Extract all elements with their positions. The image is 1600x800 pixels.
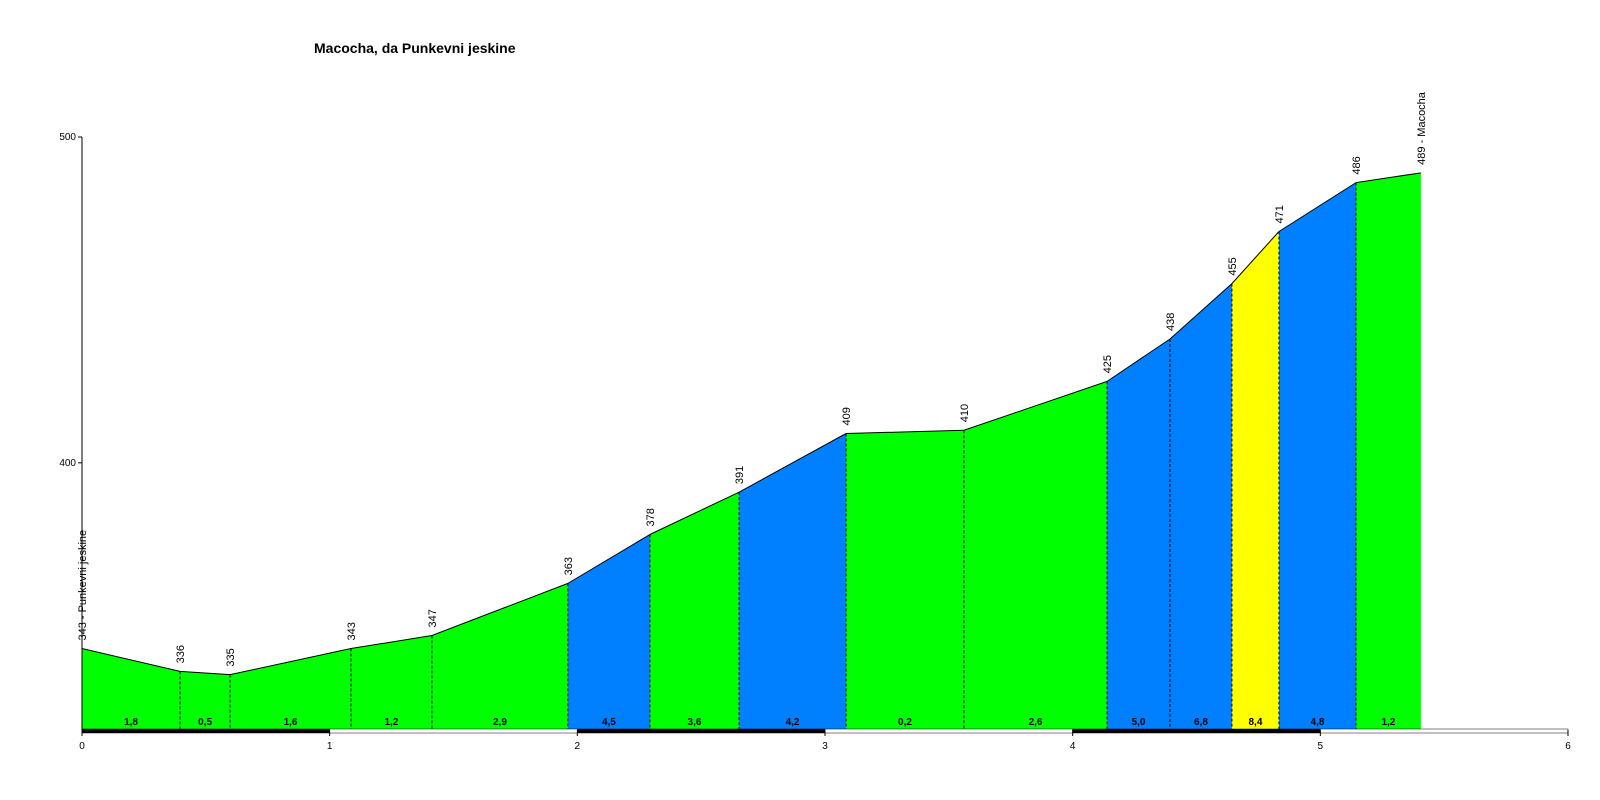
point-label: 336 bbox=[175, 645, 187, 663]
x-tick-label: 6 bbox=[1565, 741, 1571, 752]
point-label: 486 bbox=[1351, 156, 1363, 174]
grade-label: 6,8 bbox=[1194, 717, 1208, 728]
grade-label: 1,2 bbox=[385, 717, 399, 728]
grade-label: 1,2 bbox=[1381, 717, 1395, 728]
profile-edge bbox=[1169, 283, 1233, 340]
grade-label: 4,5 bbox=[602, 717, 616, 728]
grade-label: 2,9 bbox=[493, 717, 507, 728]
profile-edge bbox=[350, 635, 433, 650]
point-label: 347 bbox=[427, 609, 439, 627]
point-label: 409 bbox=[841, 407, 853, 425]
point-label: 343 bbox=[346, 622, 358, 640]
profile-segment bbox=[1355, 172, 1421, 731]
y-tick-label: 400 bbox=[59, 458, 76, 469]
profile-segment bbox=[739, 433, 847, 730]
x-tick-label: 3 bbox=[822, 741, 828, 752]
profile-edge bbox=[229, 648, 352, 676]
profile-edge bbox=[1106, 338, 1171, 382]
grade-label: 1,6 bbox=[284, 717, 298, 728]
profile-edge bbox=[649, 491, 740, 535]
point-label: 335 bbox=[225, 648, 237, 666]
grade-label: 0,2 bbox=[898, 717, 912, 728]
grade-label: 0,5 bbox=[198, 717, 212, 728]
profile-segment bbox=[963, 381, 1108, 730]
profile-segment bbox=[649, 492, 740, 730]
profile-segment bbox=[82, 648, 181, 730]
point-label: 343 - Punkevni jeskine bbox=[77, 530, 89, 641]
point-label: 471 bbox=[1274, 205, 1286, 223]
scale-bar bbox=[577, 728, 826, 734]
profile-edge bbox=[431, 582, 569, 636]
x-tick-label: 4 bbox=[1070, 741, 1076, 752]
profile-segment bbox=[230, 648, 351, 730]
y-tick-label: 500 bbox=[59, 132, 76, 143]
point-label: 489 - Macocha bbox=[1416, 91, 1428, 165]
chart-title: Macocha, da Punkevni jeskine bbox=[314, 40, 516, 56]
x-tick-label: 5 bbox=[1318, 741, 1324, 752]
profile-segment bbox=[1169, 283, 1232, 730]
profile-segment bbox=[350, 635, 432, 730]
grade-label: 4,8 bbox=[1311, 717, 1325, 728]
x-tick-label: 0 bbox=[79, 741, 85, 752]
point-label: 410 bbox=[959, 404, 971, 422]
point-label: 425 bbox=[1102, 355, 1114, 373]
profile-segment bbox=[567, 534, 650, 730]
scale-bar bbox=[1072, 728, 1321, 734]
profile-edge bbox=[81, 648, 181, 672]
profile-segment bbox=[431, 583, 568, 730]
grade-label: 3,6 bbox=[688, 717, 702, 728]
grade-label: 4,2 bbox=[786, 717, 800, 728]
grade-label: 5,0 bbox=[1132, 717, 1146, 728]
grade-label: 2,6 bbox=[1029, 717, 1043, 728]
point-label: 378 bbox=[645, 508, 657, 526]
profile-edge bbox=[567, 534, 651, 584]
profile-edge bbox=[963, 380, 1108, 431]
profile-segment bbox=[1278, 182, 1356, 731]
profile-edge bbox=[846, 429, 964, 434]
profile-edge bbox=[180, 670, 231, 676]
profile-edge bbox=[1278, 182, 1357, 232]
profile-edge bbox=[738, 433, 847, 493]
x-tick-label: 2 bbox=[575, 741, 581, 752]
scale-bar bbox=[81, 728, 330, 734]
profile-segment bbox=[846, 430, 964, 730]
profile-segment bbox=[1107, 339, 1170, 730]
point-label: 455 bbox=[1227, 257, 1239, 275]
profile-edge bbox=[1231, 231, 1280, 284]
grade-label: 8,4 bbox=[1248, 717, 1262, 728]
scale-bar bbox=[329, 728, 578, 734]
x-tick-label: 1 bbox=[327, 741, 333, 752]
scale-bar bbox=[1320, 728, 1569, 734]
scale-bar bbox=[824, 728, 1073, 734]
point-label: 438 bbox=[1165, 313, 1177, 331]
profile-segment bbox=[180, 671, 231, 730]
point-label: 391 bbox=[734, 466, 746, 484]
profile-segment bbox=[1231, 231, 1279, 730]
point-label: 363 bbox=[563, 557, 575, 575]
grade-label: 1,8 bbox=[124, 717, 138, 728]
profile-edge bbox=[1355, 172, 1421, 184]
